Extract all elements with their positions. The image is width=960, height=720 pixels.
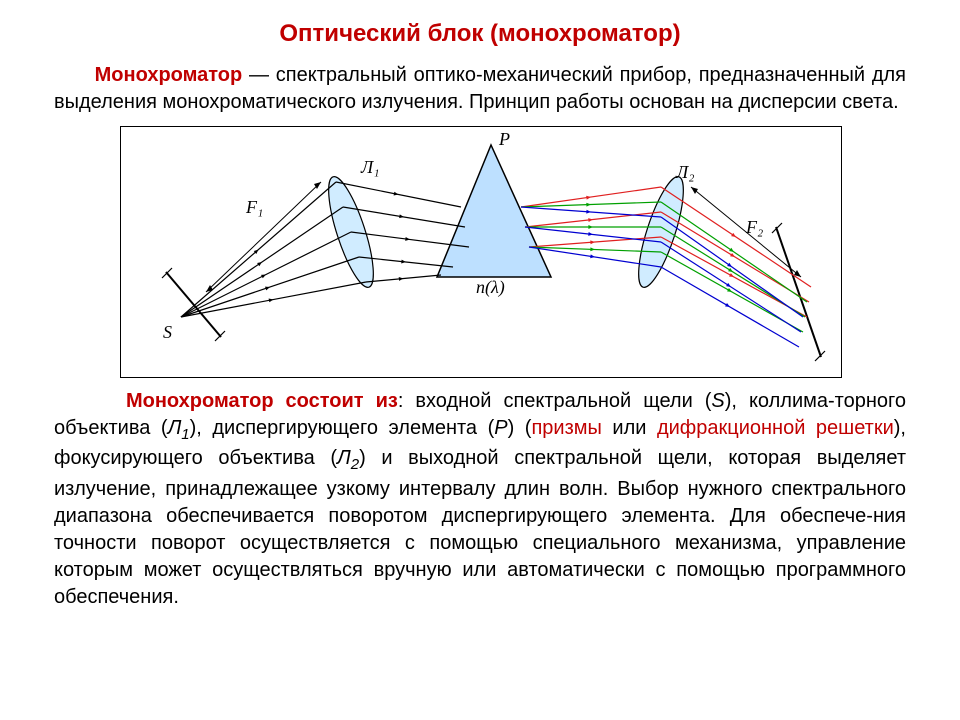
label-n: n(λ) — [476, 277, 505, 298]
page-title: Оптический блок (монохроматор) — [30, 20, 930, 48]
label-L1: Л₁ — [361, 157, 379, 178]
optical-diagram: S F₁ Л₁ P n(λ) Л₂ F₂ — [120, 126, 842, 378]
label-P: P — [499, 129, 510, 150]
intro-paragraph: Монохроматор — спектральный оптико-механ… — [30, 62, 930, 116]
label-S: S — [163, 322, 172, 343]
label-F2: F₂ — [746, 217, 763, 238]
label-F1: F₁ — [246, 197, 263, 218]
intro-lead: Монохроматор — [95, 64, 243, 86]
label-L2: Л₂ — [676, 162, 694, 183]
body-paragraph: Монохроматор состоит из: входной спектра… — [30, 388, 930, 611]
body-lead: Монохроматор состоит из — [126, 390, 398, 412]
